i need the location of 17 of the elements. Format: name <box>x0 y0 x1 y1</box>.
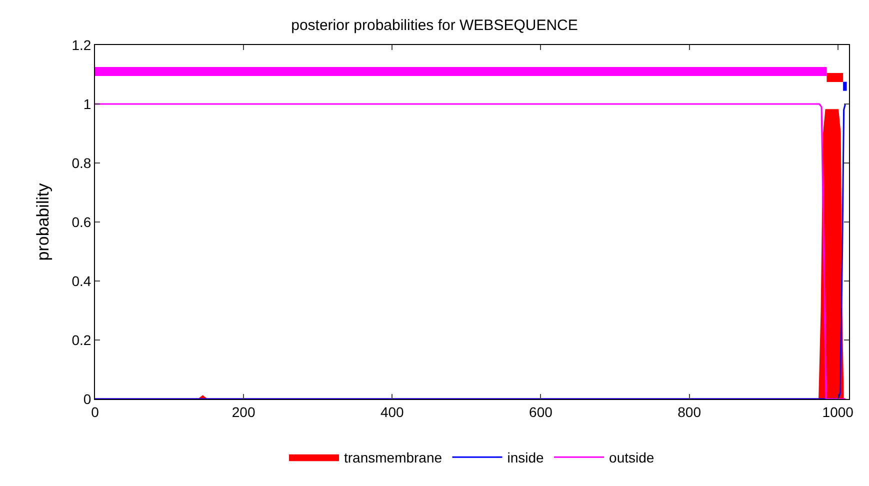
y-tick-label: 0.2 <box>72 332 92 348</box>
x-tick-label: 600 <box>529 404 553 420</box>
y-tick-label: 0.8 <box>72 154 92 171</box>
y-tick-label: 0.4 <box>72 272 92 289</box>
x-tick-label: 200 <box>232 404 256 420</box>
y-tick-label: 0.6 <box>72 214 92 230</box>
y-tick-label: 1 <box>83 96 92 112</box>
y-axis-title: probability <box>33 182 52 261</box>
legend-label: transmembrane <box>344 450 442 466</box>
chart-title: posterior probabilities for WEBSEQUENCE <box>291 16 578 34</box>
legend-label: inside <box>507 450 544 466</box>
x-tick-label: 800 <box>678 404 702 420</box>
x-tick-label: 400 <box>380 404 404 420</box>
y-tick-label: 0 <box>83 390 92 407</box>
legend-label: outside <box>609 450 654 466</box>
y-tick-label: 1.2 <box>72 36 92 53</box>
x-tick-label: 1000 <box>822 404 854 420</box>
